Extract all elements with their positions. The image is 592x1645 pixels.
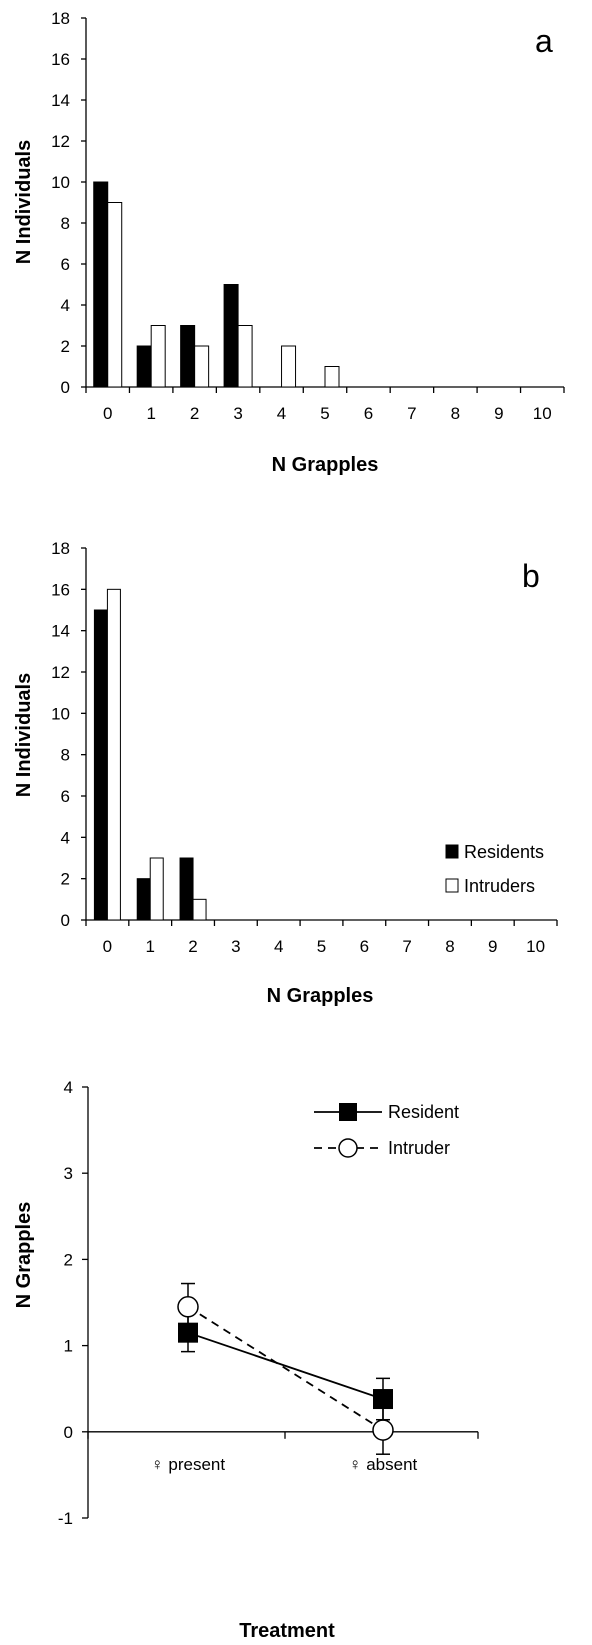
x-tick-label: 4 — [277, 404, 286, 423]
x-tick-label: 3 — [233, 404, 242, 423]
bar — [223, 284, 239, 388]
bar — [93, 181, 109, 388]
y-tick-label: 2 — [64, 1250, 73, 1269]
x-tick-label: 1 — [146, 404, 155, 423]
bar — [179, 857, 194, 921]
legend-label: Intruder — [388, 1138, 450, 1158]
y-tick-label: -1 — [58, 1509, 73, 1528]
x-tick-label: 9 — [494, 404, 503, 423]
panel-b-letter: b — [522, 558, 540, 594]
bar — [136, 345, 152, 388]
chart-panel-b: b N Individuals N Grapples 0246810121416… — [13, 539, 558, 1007]
bar — [150, 325, 166, 388]
bar — [149, 857, 164, 921]
data-point — [177, 1296, 199, 1318]
legend-swatch — [445, 878, 459, 893]
x-tick-label: 6 — [360, 937, 369, 956]
y-tick-label: 14 — [51, 622, 70, 641]
x-tick-label: 0 — [103, 937, 112, 956]
y-tick-label: 18 — [51, 539, 70, 558]
data-point — [372, 1419, 394, 1441]
y-tick-label: 2 — [61, 337, 70, 356]
x-tick-label: 2 — [190, 404, 199, 423]
panel-b-ylabel: N Individuals — [13, 673, 35, 797]
y-tick-label: 6 — [61, 255, 70, 274]
series-line — [187, 1331, 384, 1400]
legend-swatch — [445, 844, 459, 859]
x-tick-label: 7 — [402, 937, 411, 956]
y-tick-label: 4 — [61, 828, 70, 847]
bar — [180, 325, 196, 388]
y-tick-label: 4 — [61, 296, 70, 315]
y-tick-label: 0 — [64, 1423, 73, 1442]
panel-c-xlabel: Treatment — [239, 1620, 335, 1642]
y-tick-label: 8 — [61, 214, 70, 233]
bar — [93, 609, 108, 921]
data-point — [373, 1389, 393, 1410]
bar — [106, 588, 121, 921]
y-tick-label: 3 — [64, 1164, 73, 1183]
x-tick-label: 5 — [320, 404, 329, 423]
bar — [107, 202, 123, 388]
y-tick-label: 16 — [51, 50, 70, 69]
x-tick-label: ♀ absent — [349, 1455, 418, 1474]
data-point — [178, 1322, 198, 1343]
x-tick-label: 7 — [407, 404, 416, 423]
bar — [194, 345, 210, 388]
bar — [281, 345, 297, 388]
bar — [192, 898, 207, 921]
series-line — [187, 1306, 384, 1431]
y-tick-label: 6 — [61, 787, 70, 806]
legend-marker — [338, 1138, 358, 1158]
bar — [237, 325, 253, 388]
panel-a-xlabel: N Grapples — [272, 454, 379, 476]
x-tick-label: 6 — [364, 404, 373, 423]
panel-a-letter: a — [535, 23, 553, 59]
y-tick-label: 8 — [61, 746, 70, 765]
y-tick-label: 18 — [51, 9, 70, 28]
y-tick-label: 12 — [51, 132, 70, 151]
x-tick-label: 9 — [488, 937, 497, 956]
chart-panel-a: a N Individuals N Grapples 0246810121416… — [13, 9, 565, 476]
y-tick-label: 10 — [51, 704, 70, 723]
bar — [324, 366, 340, 388]
chart-panel-c: N Grapples Treatment -1 0 1 2 3 4 ♀ present ♀ a… — [13, 1078, 479, 1642]
y-tick-label: 0 — [61, 378, 70, 397]
bar — [136, 878, 151, 921]
x-tick-label: 4 — [274, 937, 283, 956]
y-tick-label: 10 — [51, 173, 70, 192]
legend-label: Resident — [388, 1102, 459, 1122]
legend-label: Residents — [464, 842, 544, 862]
x-tick-label: 2 — [188, 937, 197, 956]
y-tick-label: 1 — [64, 1337, 73, 1356]
x-tick-label: 10 — [526, 937, 545, 956]
x-tick-label: 10 — [533, 404, 552, 423]
panel-a-ylabel: N Individuals — [13, 140, 35, 264]
y-tick-label: 0 — [61, 911, 70, 930]
x-tick-label: 5 — [317, 937, 326, 956]
x-tick-label: ♀ present — [151, 1455, 225, 1474]
x-tick-label: 3 — [231, 937, 240, 956]
panel-c-ylabel: N Grapples — [13, 1202, 35, 1309]
y-tick-label: 16 — [51, 580, 70, 599]
x-tick-label: 1 — [145, 937, 154, 956]
legend-marker — [339, 1103, 357, 1121]
x-tick-label: 0 — [103, 404, 112, 423]
y-tick-label: 14 — [51, 91, 70, 110]
panel-b-xlabel: N Grapples — [267, 985, 374, 1007]
x-tick-label: 8 — [451, 404, 460, 423]
y-tick-label: 12 — [51, 663, 70, 682]
x-tick-label: 8 — [445, 937, 454, 956]
y-tick-label: 2 — [61, 870, 70, 889]
y-tick-label: 4 — [64, 1078, 73, 1097]
legend-label: Intruders — [464, 876, 535, 896]
